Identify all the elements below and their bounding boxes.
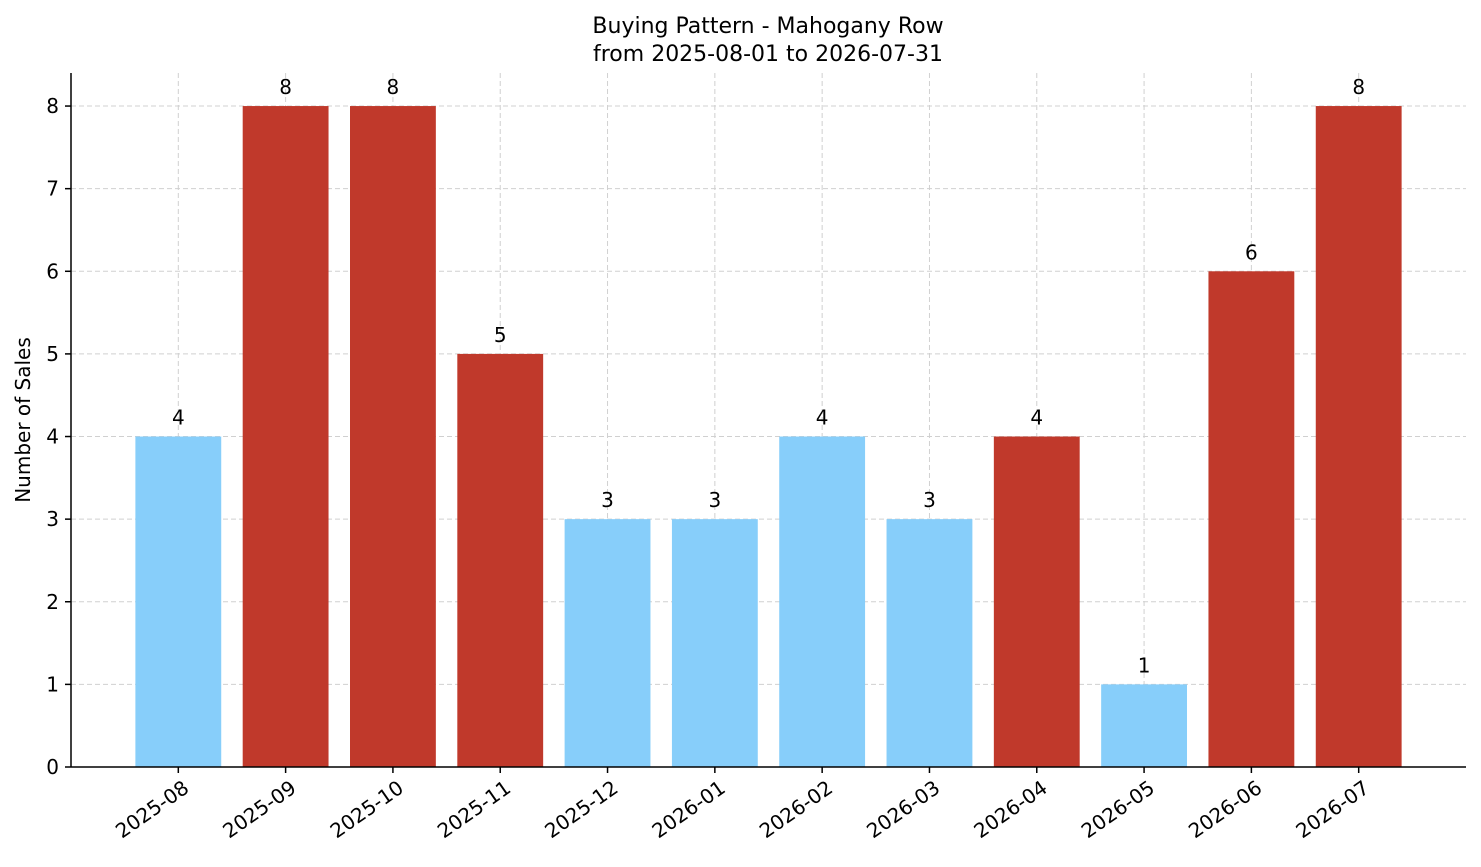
value-label: 5 — [494, 323, 507, 347]
x-tick-label: 2026-06 — [1184, 775, 1266, 843]
x-tick-label: 2025-11 — [433, 775, 515, 843]
y-tick-label: 7 — [46, 177, 59, 201]
bar — [457, 353, 544, 767]
x-tick-label: 2026-03 — [862, 775, 944, 843]
bar — [350, 106, 436, 768]
x-tick-label: 2026-05 — [1077, 775, 1159, 843]
x-tick-label: 2025-12 — [540, 775, 622, 843]
bar — [1101, 684, 1187, 767]
y-tick-label: 8 — [46, 94, 59, 118]
chart-title: Buying Pattern - Mahogany Row — [592, 14, 943, 39]
y-tick-label: 3 — [46, 507, 59, 531]
y-tick-label: 0 — [46, 755, 59, 779]
bar — [1208, 271, 1295, 767]
bar — [564, 519, 651, 767]
value-label: 3 — [923, 488, 936, 512]
x-tick-label: 2026-01 — [647, 775, 729, 843]
value-label: 4 — [816, 406, 829, 430]
y-tick-label: 6 — [46, 259, 59, 283]
value-label: 8 — [279, 75, 292, 99]
x-tick-label: 2026-07 — [1291, 775, 1373, 843]
x-tick-label: 2026-04 — [969, 775, 1051, 843]
value-label: 4 — [1030, 406, 1043, 430]
y-tick-label: 4 — [46, 425, 59, 449]
value-label: 3 — [601, 488, 614, 512]
bar — [242, 106, 329, 768]
y-tick-label: 1 — [46, 672, 59, 696]
value-label: 1 — [1138, 653, 1151, 677]
bar — [671, 519, 758, 767]
bar — [993, 436, 1080, 767]
x-tick-label: 2026-02 — [755, 775, 837, 843]
bar — [135, 436, 222, 767]
bar — [1315, 106, 1402, 768]
y-tick-label: 5 — [46, 342, 59, 366]
chart-subtitle: from 2025-08-01 to 2026-07-31 — [593, 42, 943, 67]
bar — [886, 519, 973, 767]
value-label: 6 — [1245, 240, 1258, 264]
bar — [779, 436, 866, 767]
x-tick-label: 2025-10 — [326, 775, 408, 843]
value-label: 4 — [172, 406, 185, 430]
value-label: 3 — [708, 488, 721, 512]
y-axis-label: Number of Sales — [11, 337, 35, 503]
x-tick-label: 2025-08 — [111, 775, 193, 843]
x-tick-label: 2025-09 — [218, 775, 300, 843]
value-label: 8 — [1352, 75, 1365, 99]
value-label: 8 — [387, 75, 400, 99]
y-tick-label: 2 — [46, 590, 59, 614]
